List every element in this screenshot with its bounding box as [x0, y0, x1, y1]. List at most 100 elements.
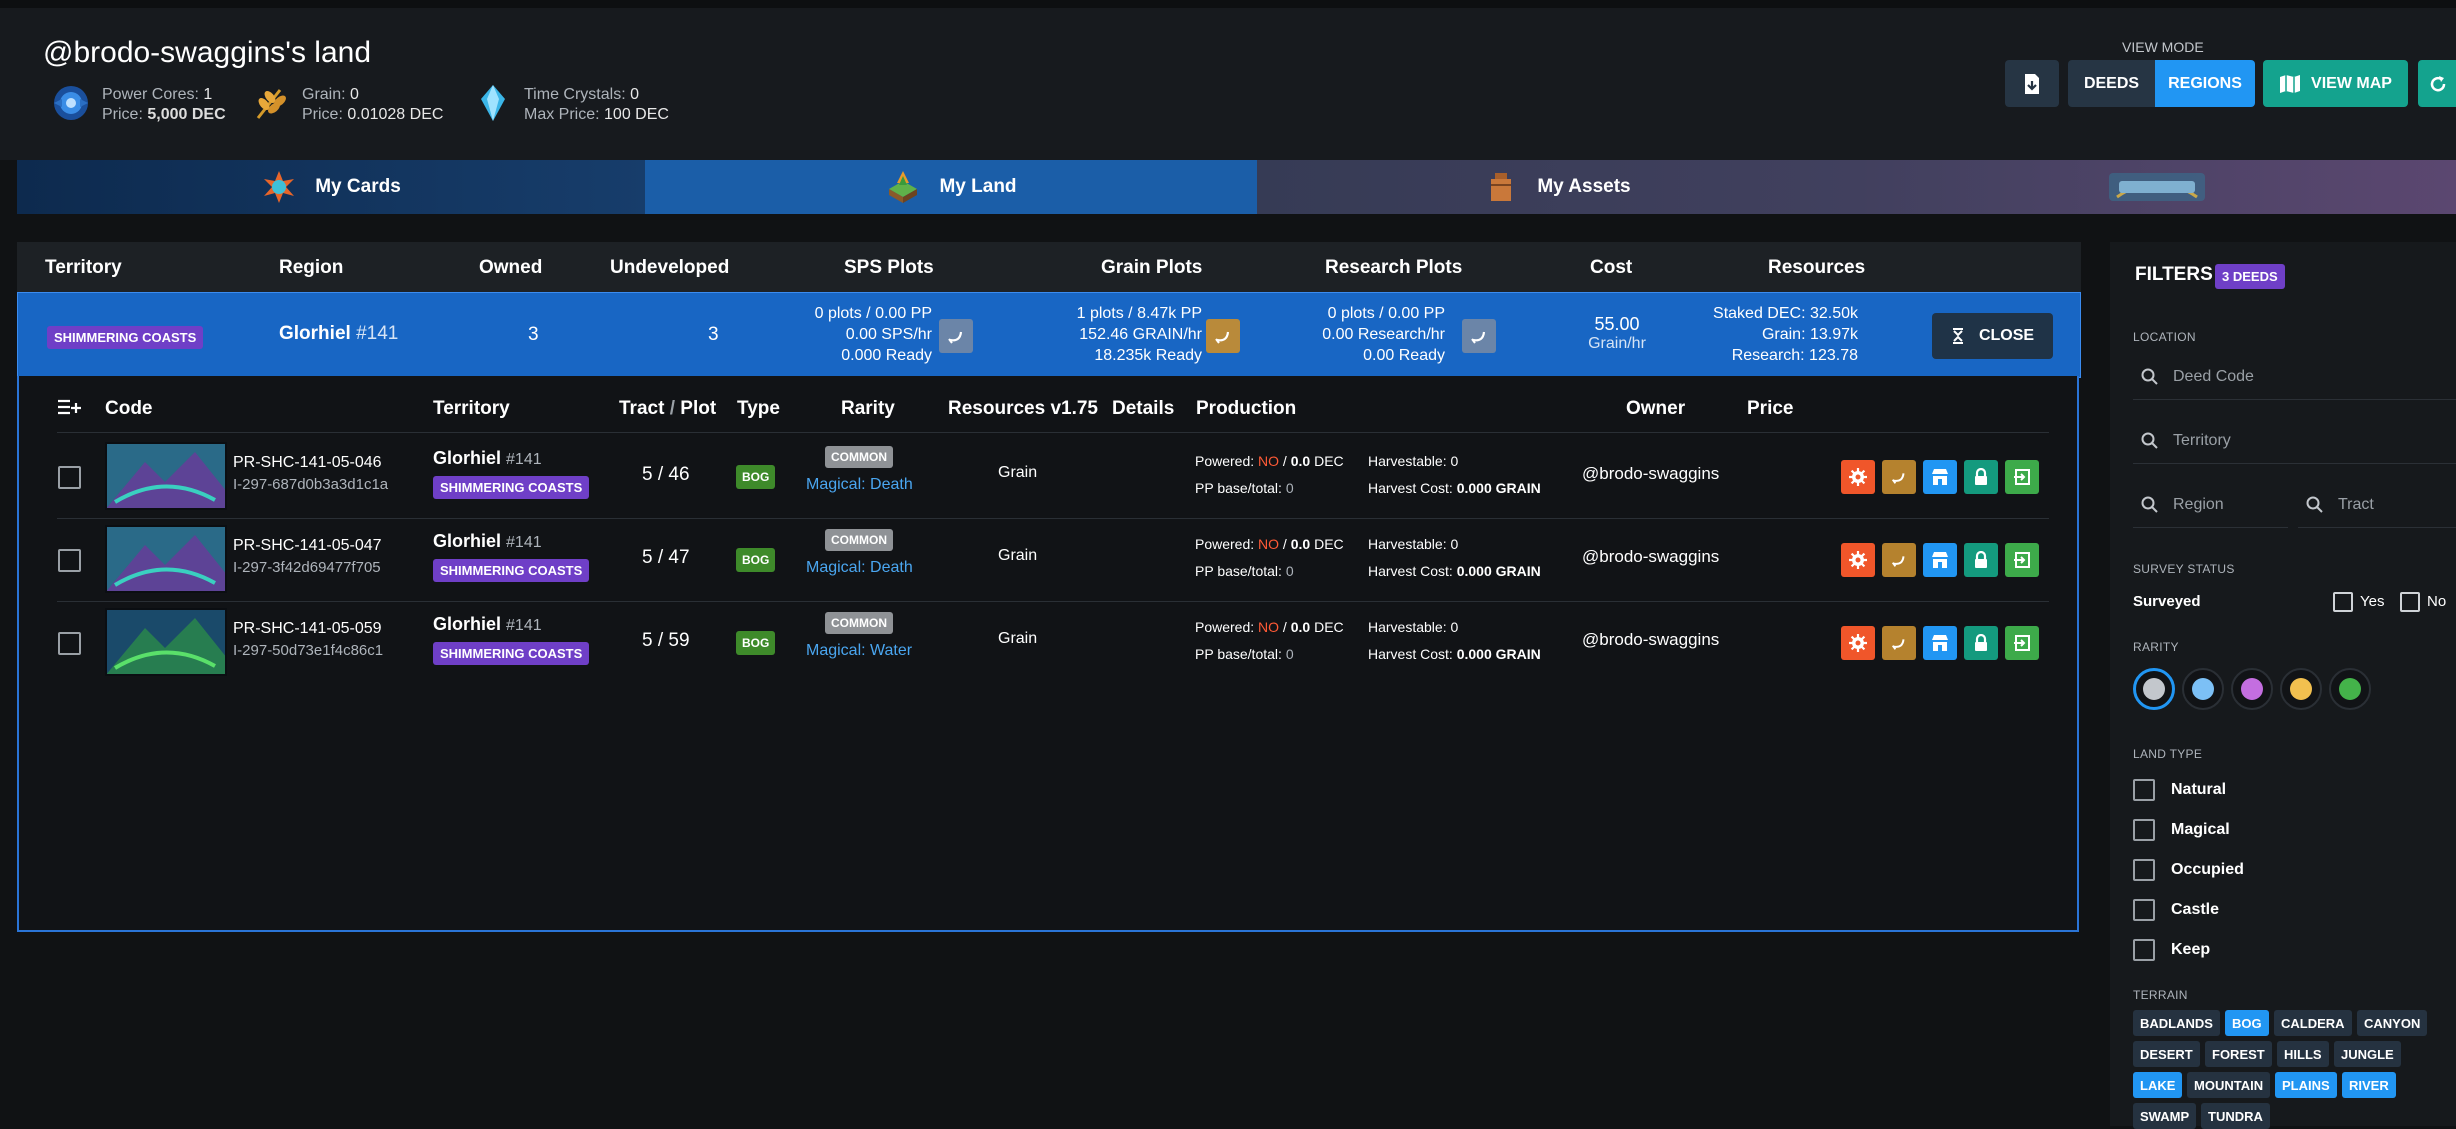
- download-button[interactable]: [2005, 60, 2059, 107]
- rarity-common-option[interactable]: [2133, 668, 2175, 710]
- deed-code[interactable]: PR-SHC-141-05-059: [233, 620, 382, 637]
- surveyed-no-checkbox[interactable]: [2400, 592, 2420, 612]
- deeds-button[interactable]: DEEDS: [2068, 60, 2155, 107]
- deed-col-production[interactable]: Production: [1196, 398, 1297, 419]
- deed-col-owner[interactable]: Owner: [1626, 398, 1686, 419]
- deed-market-button[interactable]: [1923, 543, 1957, 577]
- territory-input[interactable]: Territory: [2133, 418, 2456, 464]
- grain-resource-line: Grain: 13.97k: [1761, 326, 1858, 343]
- col-region[interactable]: Region: [279, 257, 344, 278]
- rarity-mythic-option[interactable]: [2329, 668, 2371, 710]
- deed-col-code[interactable]: Code: [105, 398, 153, 419]
- deed-col-rarity[interactable]: Rarity: [841, 398, 895, 419]
- deed-settings-button[interactable]: [1841, 626, 1875, 660]
- land-type-occupied-checkbox[interactable]: [2133, 859, 2155, 881]
- col-sps-plots[interactable]: SPS Plots: [844, 257, 934, 278]
- terrain-forest-tag[interactable]: FOREST: [2205, 1041, 2272, 1067]
- terrain-badlands-tag[interactable]: BADLANDS: [2133, 1010, 2220, 1036]
- deed-select-checkbox[interactable]: [58, 466, 81, 489]
- deed-code[interactable]: PR-SHC-141-05-046: [233, 454, 382, 471]
- refresh-button[interactable]: [2418, 60, 2456, 107]
- deed-col-tract[interactable]: Tract: [619, 398, 665, 419]
- deed-col-price[interactable]: Price: [1747, 398, 1794, 419]
- harvest-grain-button[interactable]: [1206, 319, 1240, 353]
- deed-harvest-button[interactable]: [1882, 543, 1916, 577]
- deed-row[interactable]: PR-SHC-141-05-046 I-297-687d0b3a3d1c1a G…: [19, 436, 2077, 519]
- deed-select-checkbox[interactable]: [58, 632, 81, 655]
- deed-col-resources[interactable]: Resources v1.75: [948, 398, 1098, 419]
- terrain-caldera-tag[interactable]: CALDERA: [2274, 1010, 2352, 1036]
- terrain-jungle-tag[interactable]: JUNGLE: [2334, 1041, 2401, 1067]
- deed-col-type[interactable]: Type: [737, 398, 780, 419]
- deed-col-tract-plot[interactable]: Tract / Plot: [619, 398, 717, 419]
- pp-label: PP base/total:: [1195, 563, 1282, 579]
- harvest-sps-button[interactable]: [939, 319, 973, 353]
- terrain-swamp-tag[interactable]: SWAMP: [2133, 1103, 2197, 1129]
- deed-settings-button[interactable]: [1841, 543, 1875, 577]
- regions-button[interactable]: REGIONS: [2155, 60, 2255, 107]
- deed-owner[interactable]: @brodo-swaggins: [1582, 547, 1720, 566]
- col-owned[interactable]: Owned: [479, 257, 543, 278]
- col-undeveloped[interactable]: Undeveloped: [610, 257, 730, 278]
- rarity-epic-option[interactable]: [2231, 668, 2273, 710]
- land-type-magical-checkbox[interactable]: [2133, 819, 2155, 841]
- deed-col-details[interactable]: Details: [1112, 398, 1175, 419]
- deed-harvest-button[interactable]: [1882, 460, 1916, 494]
- land-type-castle-checkbox[interactable]: [2133, 899, 2155, 921]
- view-map-button[interactable]: VIEW MAP: [2263, 60, 2408, 107]
- surveyed-yes-checkbox[interactable]: [2333, 592, 2353, 612]
- land-type-natural-checkbox[interactable]: [2133, 779, 2155, 801]
- deed-market-button[interactable]: [1923, 626, 1957, 660]
- tab-my-cards[interactable]: My Cards: [17, 160, 645, 214]
- deed-select-checkbox[interactable]: [58, 549, 81, 572]
- lock-icon: [1975, 468, 1987, 485]
- terrain-tundra-tag[interactable]: TUNDRA: [2201, 1103, 2270, 1129]
- terrain-plains-tag[interactable]: PLAINS: [2275, 1072, 2337, 1098]
- tract-input[interactable]: Tract: [2298, 482, 2456, 528]
- deed-transfer-button[interactable]: [2005, 626, 2039, 660]
- column-toggle-icon[interactable]: [57, 398, 83, 421]
- deed-resource: Grain: [998, 547, 1038, 564]
- terrain-canyon-tag[interactable]: CANYON: [2357, 1010, 2428, 1036]
- rarity-legendary-option[interactable]: [2280, 668, 2322, 710]
- deed-col-plot[interactable]: Plot: [680, 398, 717, 419]
- rarity-rare-option[interactable]: [2182, 668, 2224, 710]
- deed-row[interactable]: PR-SHC-141-05-059 I-297-50d73e1f4c86c1 G…: [19, 602, 2077, 685]
- col-resources[interactable]: Resources: [1768, 257, 1866, 278]
- deed-transfer-button[interactable]: [2005, 543, 2039, 577]
- close-button[interactable]: CLOSE: [1932, 313, 2053, 359]
- research-plots-line: 0 plots / 0.00 PP: [1327, 305, 1445, 322]
- terrain-lake-tag[interactable]: LAKE: [2133, 1072, 2183, 1098]
- tab-my-assets[interactable]: My Assets: [1257, 160, 1857, 214]
- tab-my-land[interactable]: My Land: [645, 160, 1257, 214]
- deed-lock-button[interactable]: [1964, 626, 1998, 660]
- terrain-desert-tag[interactable]: DESERT: [2133, 1041, 2200, 1067]
- deed-row[interactable]: PR-SHC-141-05-047 I-297-3f42d69477f705 G…: [19, 519, 2077, 602]
- deed-harvest-button[interactable]: [1882, 626, 1916, 660]
- deed-owner[interactable]: @brodo-swaggins: [1582, 464, 1720, 483]
- deed-col-territory[interactable]: Territory: [433, 398, 510, 419]
- col-territory[interactable]: Territory: [45, 257, 122, 278]
- deed-lock-button[interactable]: [1964, 460, 1998, 494]
- region-row[interactable]: SHIMMERING COASTS Glorhiel #141 3 3 0 pl…: [17, 292, 2081, 378]
- deed-code-input[interactable]: Deed Code: [2133, 354, 2456, 400]
- deed-settings-button[interactable]: [1841, 460, 1875, 494]
- terrain-river-tag[interactable]: RIVER: [2342, 1072, 2396, 1098]
- tab-soulkeep[interactable]: [1857, 160, 2456, 214]
- region-input[interactable]: Region: [2133, 482, 2288, 528]
- col-research-plots[interactable]: Research Plots: [1325, 257, 1463, 278]
- deed-transfer-button[interactable]: [2005, 460, 2039, 494]
- sps-plots-cell: 0 plots / 0.00 PP 0.00 SPS/hr 0.000 Read…: [768, 303, 932, 366]
- col-cost[interactable]: Cost: [1590, 257, 1633, 278]
- deed-owner[interactable]: @brodo-swaggins: [1582, 630, 1720, 649]
- terrain-mountain-tag[interactable]: MOUNTAIN: [2187, 1072, 2271, 1098]
- deed-lock-button[interactable]: [1964, 543, 1998, 577]
- terrain-bog-tag[interactable]: BOG: [2225, 1010, 2269, 1036]
- search-icon: [2141, 496, 2158, 513]
- deed-code[interactable]: PR-SHC-141-05-047: [233, 537, 382, 554]
- col-grain-plots[interactable]: Grain Plots: [1101, 257, 1203, 278]
- deed-market-button[interactable]: [1923, 460, 1957, 494]
- land-type-keep-checkbox[interactable]: [2133, 939, 2155, 961]
- harvest-research-button[interactable]: [1462, 319, 1496, 353]
- terrain-hills-tag[interactable]: HILLS: [2277, 1041, 2329, 1067]
